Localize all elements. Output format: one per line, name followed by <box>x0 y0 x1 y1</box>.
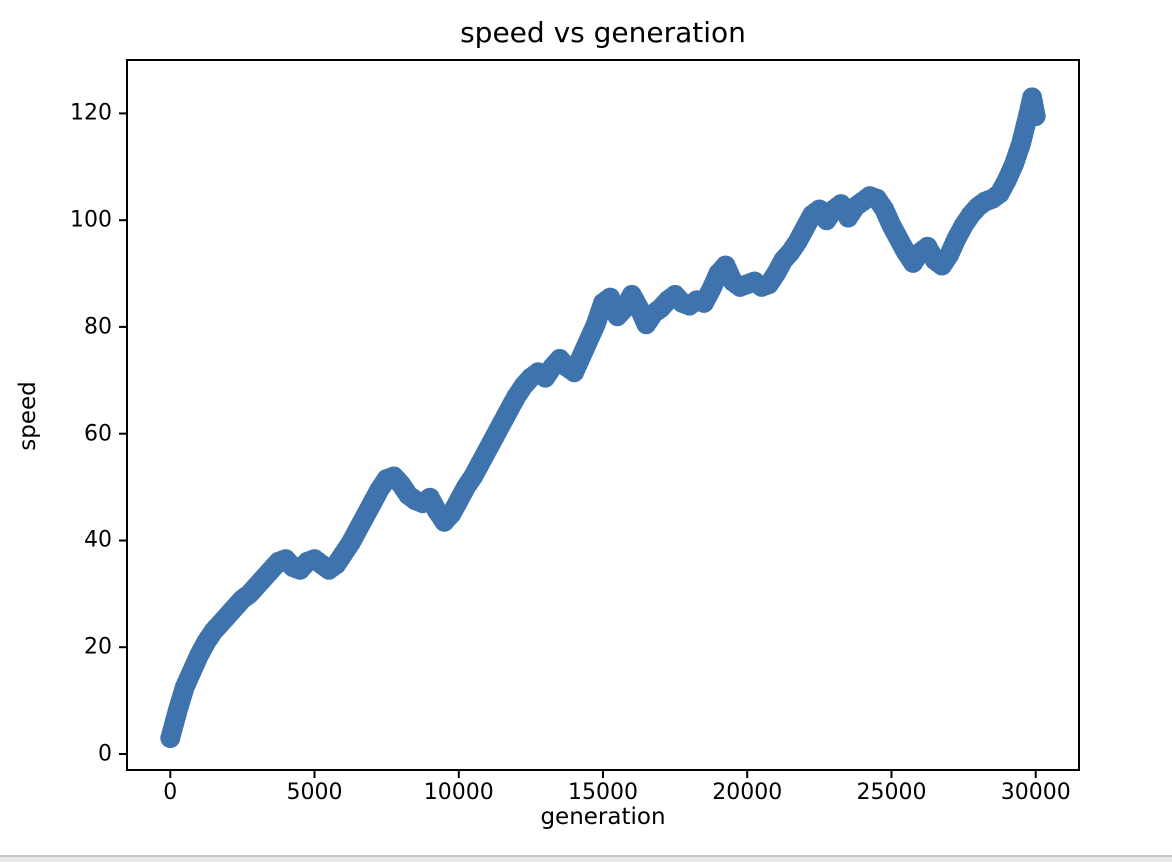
x-tick-label: 20000 <box>712 780 783 805</box>
x-tick-label: 15000 <box>568 780 638 805</box>
y-tick-label: 120 <box>70 100 112 126</box>
y-tick-label: 40 <box>84 527 112 553</box>
y-tick-label: 100 <box>70 207 112 233</box>
x-tick-label: 30000 <box>1000 780 1071 805</box>
y-tick-label: 60 <box>84 421 112 447</box>
window-edge-strip <box>0 855 1172 862</box>
x-tick-label: 25000 <box>856 780 927 805</box>
x-axis-label: generation <box>540 804 666 830</box>
x-tick-label: 10000 <box>423 780 494 805</box>
x-tick-label: 5000 <box>286 780 343 805</box>
y-tick-label: 80 <box>84 314 112 340</box>
y-axis-label: speed <box>15 381 41 451</box>
axes-spines <box>126 59 1080 771</box>
y-tick-label: 0 <box>98 741 112 767</box>
scatter-series <box>160 87 1046 748</box>
tick-marks <box>119 112 1037 778</box>
chart-title: speed vs generation <box>460 16 746 49</box>
y-tick-label: 20 <box>84 634 112 660</box>
x-tick-label: 0 <box>163 780 178 805</box>
